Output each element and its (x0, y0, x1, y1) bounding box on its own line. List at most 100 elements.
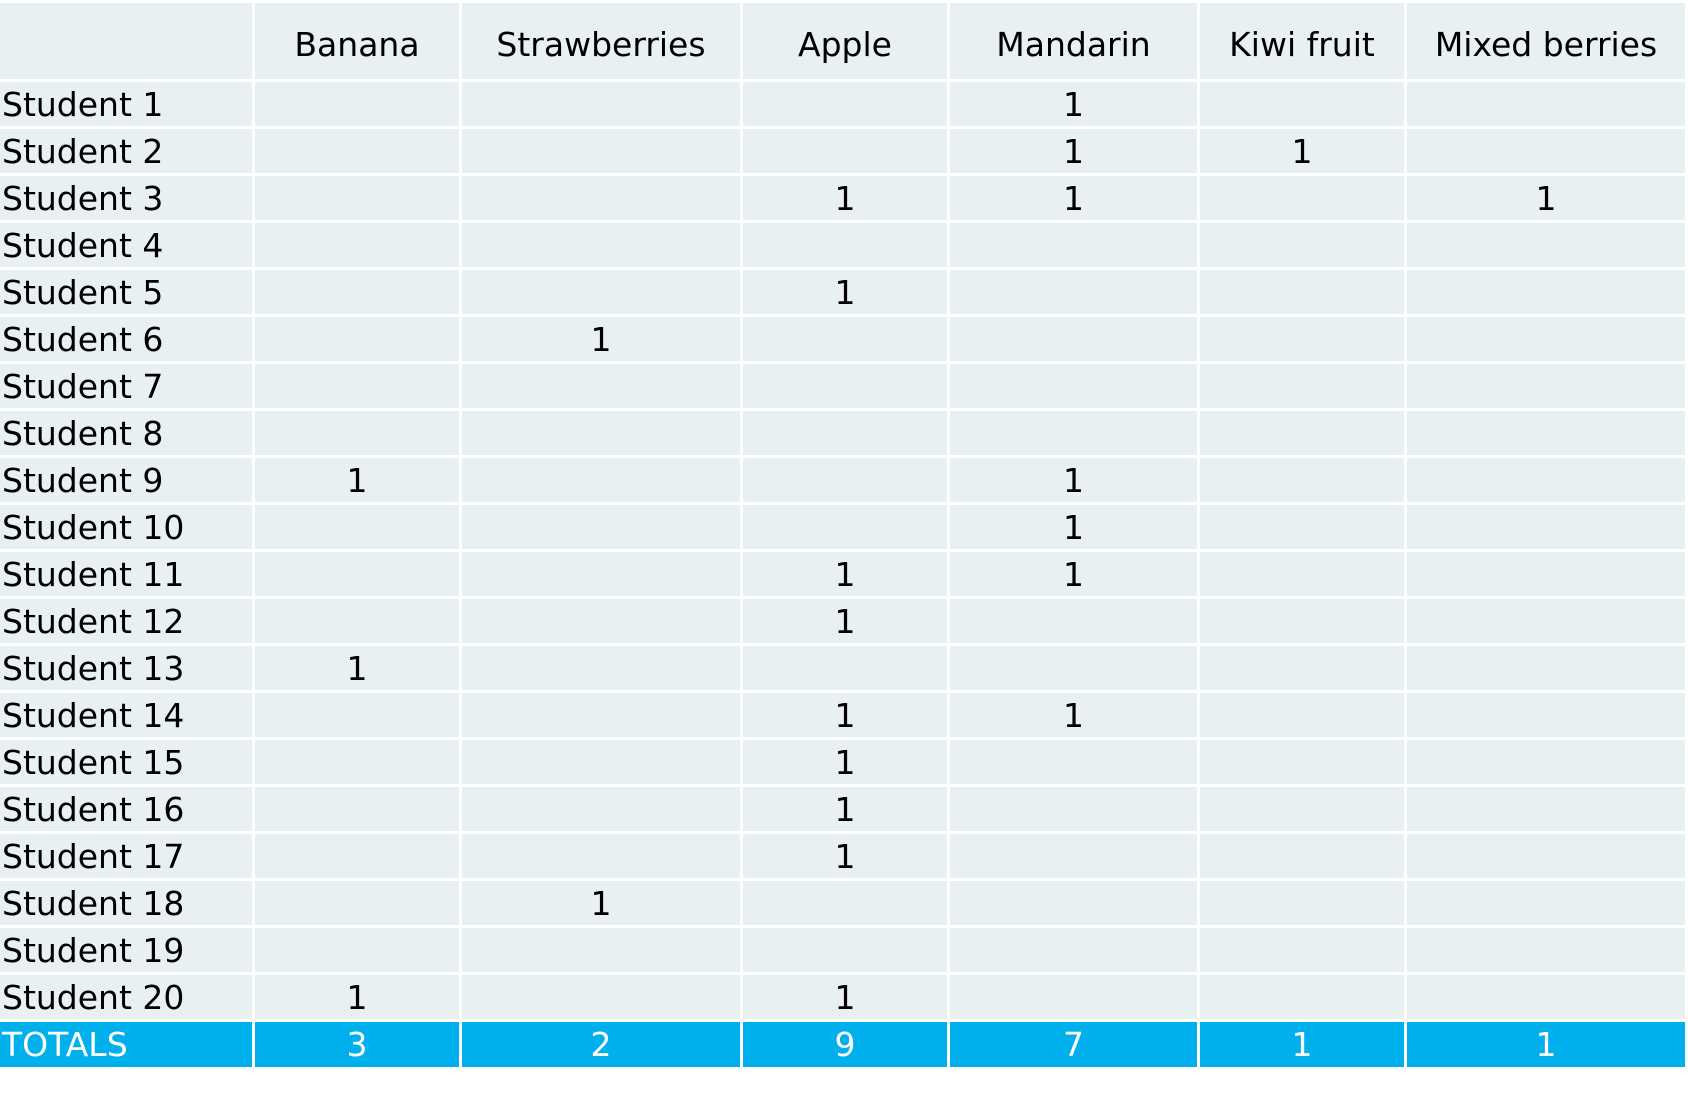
column-header: Strawberries (462, 0, 743, 82)
row-label: Student 16 (0, 787, 255, 834)
table-cell (255, 740, 462, 787)
table-cell (1200, 82, 1407, 129)
table-cell (255, 505, 462, 552)
row-label: Student 10 (0, 505, 255, 552)
table-cell: 1 (462, 881, 743, 928)
table-cell (255, 552, 462, 599)
totals-cell: 2 (462, 1022, 743, 1070)
row-label: Student 6 (0, 317, 255, 364)
table-row: Student 19 (0, 928, 1688, 975)
table-cell (1407, 270, 1688, 317)
column-header: Apple (743, 0, 950, 82)
table-cell (950, 834, 1200, 881)
row-label: Student 3 (0, 176, 255, 223)
row-label: Student 5 (0, 270, 255, 317)
table-cell: 1 (1200, 129, 1407, 176)
table-cell (1200, 693, 1407, 740)
table-cell (462, 270, 743, 317)
table-cell (950, 975, 1200, 1022)
table-cell (950, 317, 1200, 364)
table-cell (950, 740, 1200, 787)
table-cell (950, 928, 1200, 975)
table-cell (462, 834, 743, 881)
table-cell (1407, 223, 1688, 270)
table-cell (1407, 129, 1688, 176)
table-row: Student 8 (0, 411, 1688, 458)
table-row: Student 12 1 (0, 599, 1688, 646)
table-cell (1200, 270, 1407, 317)
table-cell (255, 787, 462, 834)
table-cell: 1 (743, 975, 950, 1022)
table-cell (1200, 552, 1407, 599)
table-cell: 1 (462, 317, 743, 364)
table-cell: 1 (255, 646, 462, 693)
table-cell (255, 928, 462, 975)
table-body: Student 1 1 Student 2 1 1 Student 3 1 1 1 Student… (0, 82, 1688, 1070)
row-label: Student 8 (0, 411, 255, 458)
table-row: Student 15 1 (0, 740, 1688, 787)
table-cell (255, 599, 462, 646)
table-cell (1407, 599, 1688, 646)
table-row: Student 17 1 (0, 834, 1688, 881)
table-cell (1200, 458, 1407, 505)
column-header: Kiwi fruit (1200, 0, 1407, 82)
table-cell (462, 176, 743, 223)
table-cell (950, 270, 1200, 317)
table-cell: 1 (743, 740, 950, 787)
table-cell (1200, 176, 1407, 223)
column-header: Mixed berries (1407, 0, 1688, 82)
table-cell (743, 646, 950, 693)
table-row: Student 7 (0, 364, 1688, 411)
totals-row: TOTALS 3 2 9 7 1 1 (0, 1022, 1688, 1070)
totals-cell: 1 (1407, 1022, 1688, 1070)
totals-cell: 9 (743, 1022, 950, 1070)
table-row: Student 16 1 (0, 787, 1688, 834)
table-cell (255, 129, 462, 176)
table-cell (255, 693, 462, 740)
table-cell (1200, 787, 1407, 834)
table-cell: 1 (743, 176, 950, 223)
table-cell (950, 646, 1200, 693)
table-cell (1407, 505, 1688, 552)
table-row: Student 13 1 (0, 646, 1688, 693)
table-cell (1200, 599, 1407, 646)
row-label: Student 14 (0, 693, 255, 740)
table-cell (462, 223, 743, 270)
table-cell (1200, 646, 1407, 693)
table-cell (1200, 881, 1407, 928)
table-cell: 1 (255, 458, 462, 505)
row-label: Student 18 (0, 881, 255, 928)
table-cell: 1 (743, 834, 950, 881)
row-label: Student 1 (0, 82, 255, 129)
table-row: Student 18 1 (0, 881, 1688, 928)
table-cell (1200, 364, 1407, 411)
fruit-preference-table: Banana Strawberries Apple Mandarin Kiwi frui… (0, 0, 1688, 1070)
table-cell (743, 82, 950, 129)
table-cell: 1 (950, 505, 1200, 552)
table-cell: 1 (743, 270, 950, 317)
table-cell: 1 (950, 129, 1200, 176)
table-row: Student 14 1 1 (0, 693, 1688, 740)
table-row: Student 10 1 (0, 505, 1688, 552)
table-cell (1407, 975, 1688, 1022)
table-cell (462, 458, 743, 505)
table-cell (255, 411, 462, 458)
table-cell: 1 (950, 693, 1200, 740)
table-cell: 1 (1407, 176, 1688, 223)
table-cell (1407, 646, 1688, 693)
table-row: Student 4 (0, 223, 1688, 270)
table-row: Student 11 1 1 (0, 552, 1688, 599)
table-cell (462, 364, 743, 411)
row-label: Student 2 (0, 129, 255, 176)
table-cell (1200, 834, 1407, 881)
row-label: Student 15 (0, 740, 255, 787)
table-cell (1407, 881, 1688, 928)
table-cell (255, 176, 462, 223)
table-cell: 1 (950, 458, 1200, 505)
row-label: Student 7 (0, 364, 255, 411)
table-cell (462, 82, 743, 129)
table-cell (950, 364, 1200, 411)
table-cell (1407, 364, 1688, 411)
